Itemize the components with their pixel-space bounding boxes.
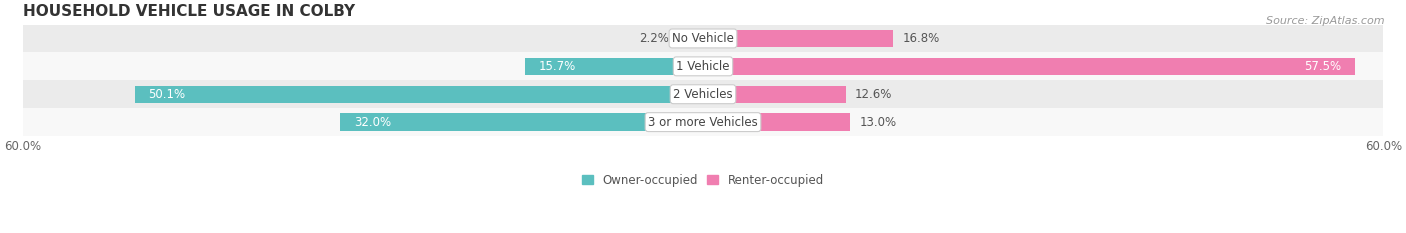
Bar (22, 52, 1384, 80)
Bar (678, 30, 703, 47)
Text: HOUSEHOLD VEHICLE USAGE IN COLBY: HOUSEHOLD VEHICLE USAGE IN COLBY (22, 4, 354, 19)
Text: 3 or more Vehicles: 3 or more Vehicles (648, 116, 758, 129)
Text: 13.0%: 13.0% (859, 116, 897, 129)
Text: 12.6%: 12.6% (855, 88, 893, 101)
Text: 57.5%: 57.5% (1305, 60, 1341, 73)
Bar (22, 108, 1384, 136)
Text: 16.8%: 16.8% (903, 32, 939, 45)
Text: 2 Vehicles: 2 Vehicles (673, 88, 733, 101)
Text: 15.7%: 15.7% (538, 60, 576, 73)
Bar (340, 113, 703, 131)
Text: 1 Vehicle: 1 Vehicle (676, 60, 730, 73)
Bar (703, 86, 846, 103)
Bar (703, 58, 1355, 75)
Bar (703, 30, 893, 47)
Legend: Owner-occupied, Renter-occupied: Owner-occupied, Renter-occupied (578, 169, 828, 192)
Bar (524, 58, 703, 75)
Bar (22, 80, 1384, 108)
Bar (135, 86, 703, 103)
Text: Source: ZipAtlas.com: Source: ZipAtlas.com (1267, 16, 1385, 26)
Bar (22, 24, 1384, 52)
Text: 2.2%: 2.2% (640, 32, 669, 45)
Text: No Vehicle: No Vehicle (672, 32, 734, 45)
Text: 50.1%: 50.1% (149, 88, 186, 101)
Text: 32.0%: 32.0% (354, 116, 391, 129)
Bar (703, 113, 851, 131)
